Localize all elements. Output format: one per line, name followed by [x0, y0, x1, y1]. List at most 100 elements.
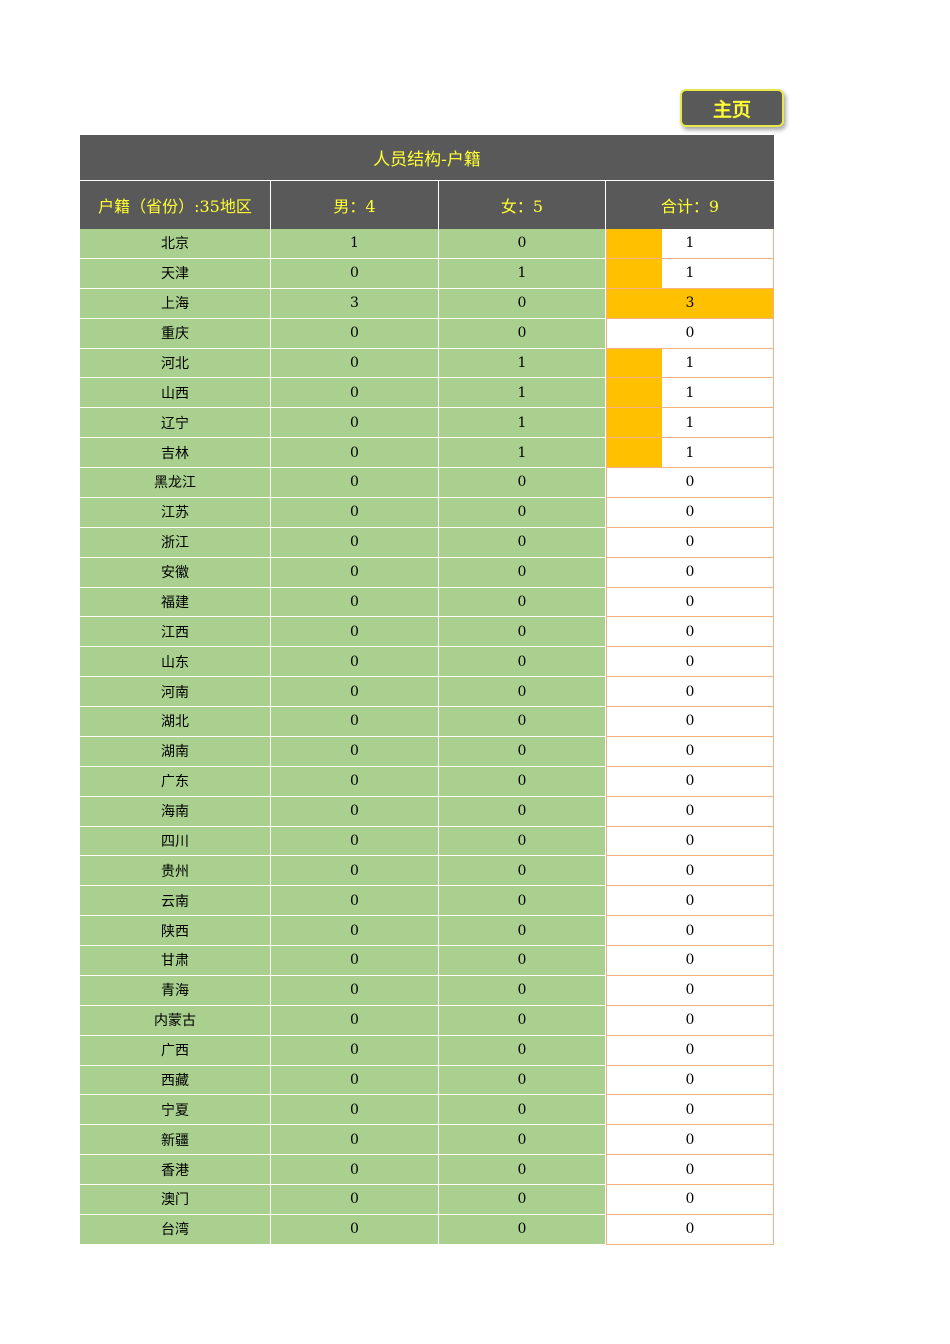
province-cell[interactable]: 山西 — [80, 378, 271, 409]
province-cell[interactable]: 山东 — [80, 647, 271, 678]
female-cell[interactable]: 0 — [439, 497, 606, 528]
total-cell[interactable]: 0 — [606, 1065, 774, 1096]
female-cell[interactable]: 0 — [439, 1065, 606, 1096]
male-cell[interactable]: 0 — [271, 1035, 439, 1066]
total-cell[interactable]: 0 — [606, 1185, 774, 1215]
total-cell[interactable]: 0 — [606, 617, 774, 648]
male-cell[interactable]: 0 — [271, 856, 439, 887]
male-cell[interactable]: 0 — [271, 826, 439, 857]
female-cell[interactable]: 0 — [439, 587, 606, 618]
province-cell[interactable]: 辽宁 — [80, 408, 271, 439]
male-cell[interactable]: 0 — [271, 438, 439, 468]
total-cell[interactable]: 0 — [606, 975, 774, 1006]
female-cell[interactable]: 0 — [439, 975, 606, 1006]
female-cell[interactable]: 0 — [439, 677, 606, 707]
total-cell[interactable]: 0 — [606, 736, 774, 767]
female-cell[interactable]: 0 — [439, 886, 606, 917]
female-cell[interactable]: 0 — [439, 1035, 606, 1066]
total-cell[interactable]: 0 — [606, 1095, 774, 1126]
province-cell[interactable]: 贵州 — [80, 856, 271, 887]
male-cell[interactable]: 0 — [271, 647, 439, 678]
total-cell[interactable]: 0 — [606, 318, 774, 349]
total-cell[interactable]: 0 — [606, 677, 774, 707]
female-cell[interactable]: 1 — [439, 348, 606, 379]
total-cell[interactable]: 0 — [606, 468, 774, 498]
province-cell[interactable]: 湖北 — [80, 707, 271, 737]
female-cell[interactable]: 0 — [439, 1214, 606, 1245]
female-cell[interactable]: 1 — [439, 378, 606, 409]
male-cell[interactable]: 0 — [271, 677, 439, 707]
female-cell[interactable]: 0 — [439, 318, 606, 349]
total-cell[interactable]: 0 — [606, 796, 774, 827]
female-cell[interactable]: 0 — [439, 1155, 606, 1185]
male-cell[interactable]: 0 — [271, 1185, 439, 1215]
male-cell[interactable]: 0 — [271, 916, 439, 946]
province-cell[interactable]: 重庆 — [80, 318, 271, 349]
female-cell[interactable]: 0 — [439, 826, 606, 857]
total-cell[interactable]: 0 — [606, 1005, 774, 1036]
province-cell[interactable]: 新疆 — [80, 1125, 271, 1156]
province-cell[interactable]: 内蒙古 — [80, 1005, 271, 1036]
male-cell[interactable]: 1 — [271, 229, 439, 259]
province-cell[interactable]: 陕西 — [80, 916, 271, 946]
male-cell[interactable]: 0 — [271, 348, 439, 379]
province-cell[interactable]: 云南 — [80, 886, 271, 917]
male-cell[interactable]: 0 — [271, 707, 439, 737]
province-cell[interactable]: 宁夏 — [80, 1095, 271, 1126]
male-cell[interactable]: 0 — [271, 886, 439, 917]
male-cell[interactable]: 0 — [271, 796, 439, 827]
province-cell[interactable]: 四川 — [80, 826, 271, 857]
total-cell[interactable]: 3 — [606, 288, 774, 319]
province-cell[interactable]: 河北 — [80, 348, 271, 379]
province-cell[interactable]: 上海 — [80, 288, 271, 319]
province-cell[interactable]: 台湾 — [80, 1214, 271, 1245]
province-cell[interactable]: 甘肃 — [80, 946, 271, 976]
total-cell[interactable]: 1 — [606, 408, 774, 439]
male-cell[interactable]: 0 — [271, 378, 439, 409]
total-cell[interactable]: 0 — [606, 886, 774, 917]
male-cell[interactable]: 0 — [271, 617, 439, 648]
province-cell[interactable]: 香港 — [80, 1155, 271, 1185]
total-cell[interactable]: 1 — [606, 229, 774, 259]
province-cell[interactable]: 福建 — [80, 587, 271, 618]
male-cell[interactable]: 3 — [271, 288, 439, 319]
female-cell[interactable]: 0 — [439, 796, 606, 827]
female-cell[interactable]: 0 — [439, 1185, 606, 1215]
male-cell[interactable]: 0 — [271, 1005, 439, 1036]
male-cell[interactable]: 0 — [271, 587, 439, 618]
female-cell[interactable]: 0 — [439, 617, 606, 648]
female-cell[interactable]: 0 — [439, 1005, 606, 1036]
total-cell[interactable]: 0 — [606, 1125, 774, 1156]
province-cell[interactable]: 安徽 — [80, 557, 271, 588]
total-cell[interactable]: 0 — [606, 587, 774, 618]
male-cell[interactable]: 0 — [271, 527, 439, 558]
province-cell[interactable]: 西藏 — [80, 1065, 271, 1096]
province-cell[interactable]: 海南 — [80, 796, 271, 827]
total-cell[interactable]: 0 — [606, 647, 774, 678]
female-cell[interactable]: 0 — [439, 736, 606, 767]
female-cell[interactable]: 0 — [439, 1125, 606, 1156]
female-cell[interactable]: 0 — [439, 229, 606, 259]
female-cell[interactable]: 0 — [439, 856, 606, 887]
male-cell[interactable]: 0 — [271, 1065, 439, 1096]
total-cell[interactable]: 1 — [606, 378, 774, 409]
province-cell[interactable]: 江苏 — [80, 497, 271, 528]
female-cell[interactable]: 0 — [439, 946, 606, 976]
province-cell[interactable]: 江西 — [80, 617, 271, 648]
male-cell[interactable]: 0 — [271, 408, 439, 439]
home-button[interactable]: 主页 — [680, 89, 784, 127]
female-cell[interactable]: 0 — [439, 707, 606, 737]
female-cell[interactable]: 0 — [439, 766, 606, 797]
province-cell[interactable]: 广东 — [80, 766, 271, 797]
total-cell[interactable]: 0 — [606, 916, 774, 946]
province-cell[interactable]: 吉林 — [80, 438, 271, 468]
male-cell[interactable]: 0 — [271, 497, 439, 528]
total-cell[interactable]: 0 — [606, 527, 774, 558]
total-cell[interactable]: 0 — [606, 1155, 774, 1185]
female-cell[interactable]: 0 — [439, 468, 606, 498]
male-cell[interactable]: 0 — [271, 1155, 439, 1185]
province-cell[interactable]: 澳门 — [80, 1185, 271, 1215]
male-cell[interactable]: 0 — [271, 468, 439, 498]
province-cell[interactable]: 黑龙江 — [80, 468, 271, 498]
female-cell[interactable]: 1 — [439, 258, 606, 289]
